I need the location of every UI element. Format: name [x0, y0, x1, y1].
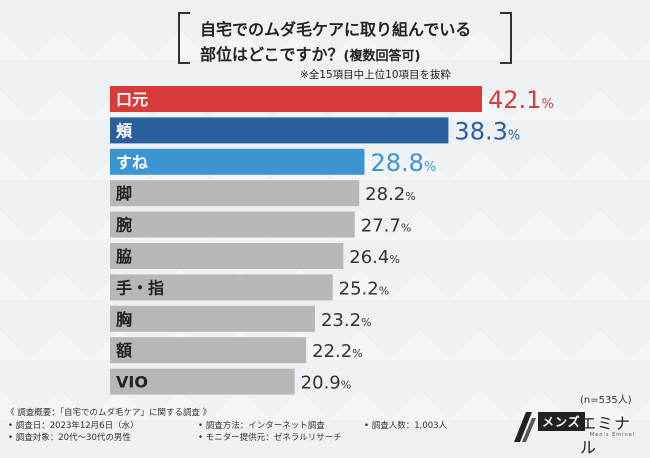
footer-provider: • モニター提供元：ゼネラルリサーチ: [198, 433, 342, 443]
value-label: 22.2%: [312, 341, 363, 362]
value-label: 28.2%: [365, 184, 416, 205]
title-line-2-note: (複数回答可): [343, 49, 421, 64]
bar-4: [110, 211, 355, 238]
chart-note: ※全15項目中上位10項目を抜粋: [300, 69, 452, 81]
value-label: 28.8%: [370, 149, 436, 177]
value-number: 25.2: [339, 278, 379, 299]
value-number: 28.8: [370, 149, 423, 177]
value-unit: %: [341, 379, 351, 392]
value-number: 28.2: [365, 184, 405, 205]
title-bracket-left: [178, 12, 190, 64]
value-number: 22.2: [312, 341, 352, 362]
category-label: 脚: [116, 184, 132, 203]
logo-mark-icon: [514, 412, 536, 442]
category-label: 腕: [116, 216, 132, 235]
title-line-2: 部位はどこですか？(複数回答可): [200, 41, 420, 65]
bar-2: [110, 148, 365, 175]
value-unit: %: [508, 128, 520, 143]
value-unit: %: [401, 222, 411, 235]
value-unit: %: [405, 190, 415, 203]
value-label: 20.9%: [301, 373, 352, 394]
bar-8: [110, 337, 307, 364]
value-number: 38.3: [454, 117, 507, 145]
value-label: 27.7%: [361, 216, 412, 237]
value-number: 27.7: [361, 216, 401, 237]
bar-7: [110, 305, 315, 332]
footer-method: • 調査方法：インターネット調査: [198, 421, 325, 431]
value-label: 23.2%: [321, 310, 372, 331]
value-number: 20.9: [301, 373, 341, 394]
category-label: 手・指: [116, 278, 164, 297]
title-bracket-right: [500, 12, 512, 64]
category-label: 額: [115, 341, 132, 360]
value-label: 26.4%: [349, 247, 400, 268]
brand-logo: メンズ エミナル Men's Eminal: [512, 408, 647, 457]
value-label: 25.2%: [339, 278, 390, 299]
bar-6: [110, 274, 333, 301]
logo-sub-text: Men's Eminal: [590, 432, 636, 438]
bar-3: [110, 180, 360, 207]
category-label: すね: [116, 153, 148, 172]
value-unit: %: [352, 347, 362, 360]
category-label: 脇: [116, 247, 132, 266]
value-number: 26.4: [349, 247, 389, 268]
footer-overview: 《 調査概要：「自宅でのムダ毛ケア」に関する調査 》: [6, 408, 212, 418]
category-label: VIO: [116, 373, 148, 392]
title-line-1: 自宅でのムダ毛ケアに取り組んでいる: [200, 20, 472, 39]
sample-size: (n=535人): [580, 395, 632, 406]
logo-box-text: メンズ: [538, 412, 585, 431]
bar-1: [110, 117, 449, 144]
chart-title: 自宅でのムダ毛ケアに取り組んでいる 部位はどこですか？(複数回答可): [178, 8, 512, 64]
footer-count: • 調査人数：1,003人: [364, 421, 448, 431]
value-unit: %: [389, 253, 399, 266]
value-unit: %: [361, 316, 371, 329]
category-label: 頬: [116, 121, 133, 140]
category-label: 口元: [116, 90, 148, 109]
bar-5: [110, 243, 344, 269]
bar-9: [110, 368, 295, 395]
category-label: 胸: [116, 310, 132, 329]
value-label: 42.1%: [488, 86, 554, 114]
value-unit: %: [424, 160, 436, 175]
value-number: 42.1: [488, 86, 541, 114]
bar-0: [110, 86, 482, 112]
title-line-2-main: 部位はどこですか？: [200, 45, 344, 64]
value-unit: %: [379, 284, 389, 297]
value-unit: %: [541, 97, 553, 112]
footer-date: • 調査日：2023年12月6日（水）: [8, 421, 139, 431]
value-number: 23.2: [321, 310, 361, 331]
value-label: 38.3%: [454, 117, 520, 145]
footer-target: • 調査対象：20代〜30代の男性: [8, 433, 131, 443]
